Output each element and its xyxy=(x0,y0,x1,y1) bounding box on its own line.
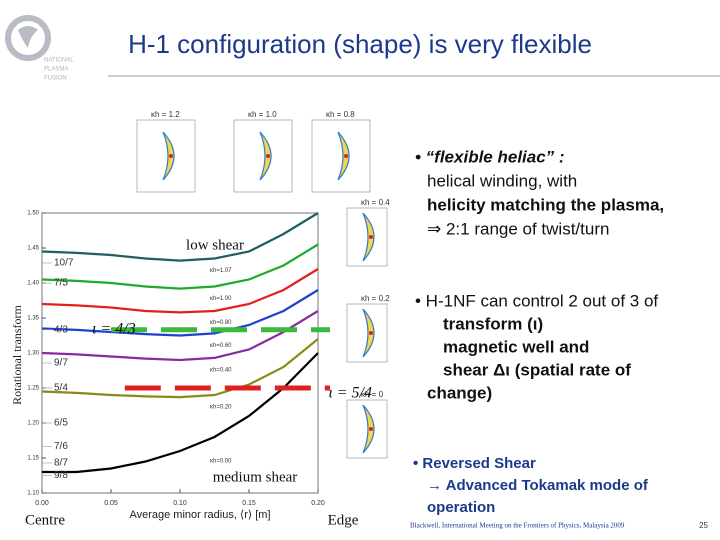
x-tick-label: 0.00 xyxy=(35,500,49,507)
rational-label: 8/7 xyxy=(54,458,68,469)
bullet-text: transform (ι) xyxy=(443,314,543,333)
bullet-text: • Reversed Shear xyxy=(413,455,536,472)
cross-section-shape xyxy=(337,131,350,181)
rational-label: 9/7 xyxy=(54,358,68,369)
rational-label: 9/8 xyxy=(54,470,68,481)
cross-section-label: κh = 1.0 xyxy=(248,110,277,119)
series-line xyxy=(42,352,319,474)
cross-section-axis xyxy=(369,331,373,335)
y-tick-label: 1.45 xyxy=(27,246,39,252)
x-tick-label: 0.15 xyxy=(242,500,256,507)
cross-section-frame xyxy=(311,119,371,193)
rational-label: 6/5 xyxy=(54,418,68,429)
cross-section-frame xyxy=(346,399,388,459)
cross-section-axis xyxy=(169,154,173,158)
x-tick-label: 0.20 xyxy=(311,500,325,507)
bullet-text: • H-1NF can control 2 out of 3 of xyxy=(415,291,658,310)
series-label: κh=0.80 xyxy=(210,320,232,326)
reference-label: ι = 4/3 xyxy=(92,320,136,337)
cross-section-label: κh = 0.8 xyxy=(326,110,355,119)
cross-section-frame xyxy=(346,207,388,267)
cross-section-frame xyxy=(233,119,293,193)
y-tick-label: 1.20 xyxy=(27,421,39,427)
rational-label: 7/6 xyxy=(54,441,68,452)
series-line xyxy=(41,268,319,314)
bullet-text: helicity matching the plasma, xyxy=(427,195,664,214)
bullet-text: helical winding, with xyxy=(427,171,577,190)
logo-mark xyxy=(18,26,38,48)
page-number: 25 xyxy=(699,521,708,530)
chart-annotation: Centre xyxy=(25,512,65,528)
cross-section-shape xyxy=(362,308,375,358)
series-line xyxy=(41,289,319,337)
cross-section-label: κh = 0.2 xyxy=(361,294,390,303)
series-line xyxy=(41,338,319,399)
chart-annotation: Edge xyxy=(328,512,359,528)
rational-label: 7/5 xyxy=(54,278,68,289)
bullet-text: • “flexible heliac” : xyxy=(415,147,565,166)
chart-annotation: low shear xyxy=(186,237,244,253)
series-label: κh=1.00 xyxy=(210,296,232,302)
bullet-text: magnetic well and xyxy=(443,337,589,356)
y-tick-label: 1.10 xyxy=(27,491,39,497)
rational-label: 5/4 xyxy=(54,383,68,394)
logo-text: FUSION xyxy=(44,76,67,82)
cross-section-axis xyxy=(369,235,373,239)
series-label: κh=1.07 xyxy=(210,268,232,274)
reference-label: ι = 5/4 xyxy=(328,385,372,402)
cross-section-label: κh = 0.4 xyxy=(361,198,390,207)
cross-section-frame xyxy=(136,119,196,193)
cross-section-shape xyxy=(362,404,375,454)
bullet-text: shear Δι (spatial rate of xyxy=(443,360,631,379)
y-tick-label: 1.15 xyxy=(27,456,39,462)
cross-section-axis xyxy=(344,154,348,158)
y-tick-label: 1.35 xyxy=(27,316,39,322)
cross-section-shape xyxy=(162,131,175,181)
y-tick-label: 1.40 xyxy=(27,281,39,287)
bullet-text: change) xyxy=(427,383,492,402)
bullet-text: operation xyxy=(427,499,495,516)
cross-section-axis xyxy=(266,154,270,158)
series-line xyxy=(41,243,319,290)
logo-text: NATIONAL xyxy=(44,58,74,64)
series-line xyxy=(41,212,319,262)
series-label: κh=0.00 xyxy=(210,459,232,465)
cross-section-label: κh = 0 xyxy=(361,390,384,399)
cross-section-shape xyxy=(259,131,272,181)
cross-section-shape xyxy=(362,212,375,262)
series-line xyxy=(41,310,319,362)
series-label: κh=0.60 xyxy=(210,343,232,349)
rational-label: 4/3 xyxy=(54,324,68,335)
cross-section-axis xyxy=(369,427,373,431)
footer-citation: Blackwell, International Meeting on the … xyxy=(410,522,625,530)
series-label: κh=0.40 xyxy=(210,368,232,374)
x-tick-label: 0.05 xyxy=(104,500,118,507)
rational-label: 10/7 xyxy=(54,258,74,269)
x-axis-label: Average minor radius, ⟨r⟩ [m] xyxy=(129,509,270,521)
cross-section-label: κh = 1.2 xyxy=(151,110,180,119)
logo xyxy=(5,15,51,61)
bullet-text: → Advanced Tokamak mode of xyxy=(427,477,649,494)
y-axis-label: Rotational transform xyxy=(10,305,24,405)
y-tick-label: 1.25 xyxy=(27,386,39,392)
x-tick-label: 0.10 xyxy=(173,500,187,507)
slide-title: H-1 configuration (shape) is very flexib… xyxy=(128,29,592,59)
y-tick-label: 1.30 xyxy=(27,351,39,357)
y-tick-label: 1.50 xyxy=(27,211,39,217)
series-label: κh=0.20 xyxy=(210,405,232,411)
logo-ring xyxy=(5,15,51,61)
chart-annotation: medium shear xyxy=(213,469,298,485)
bullet-text: ⇒ 2:1 range of twist/turn xyxy=(427,219,609,238)
cross-section-frame xyxy=(346,303,388,363)
logo-text: PLASMA xyxy=(44,67,68,73)
